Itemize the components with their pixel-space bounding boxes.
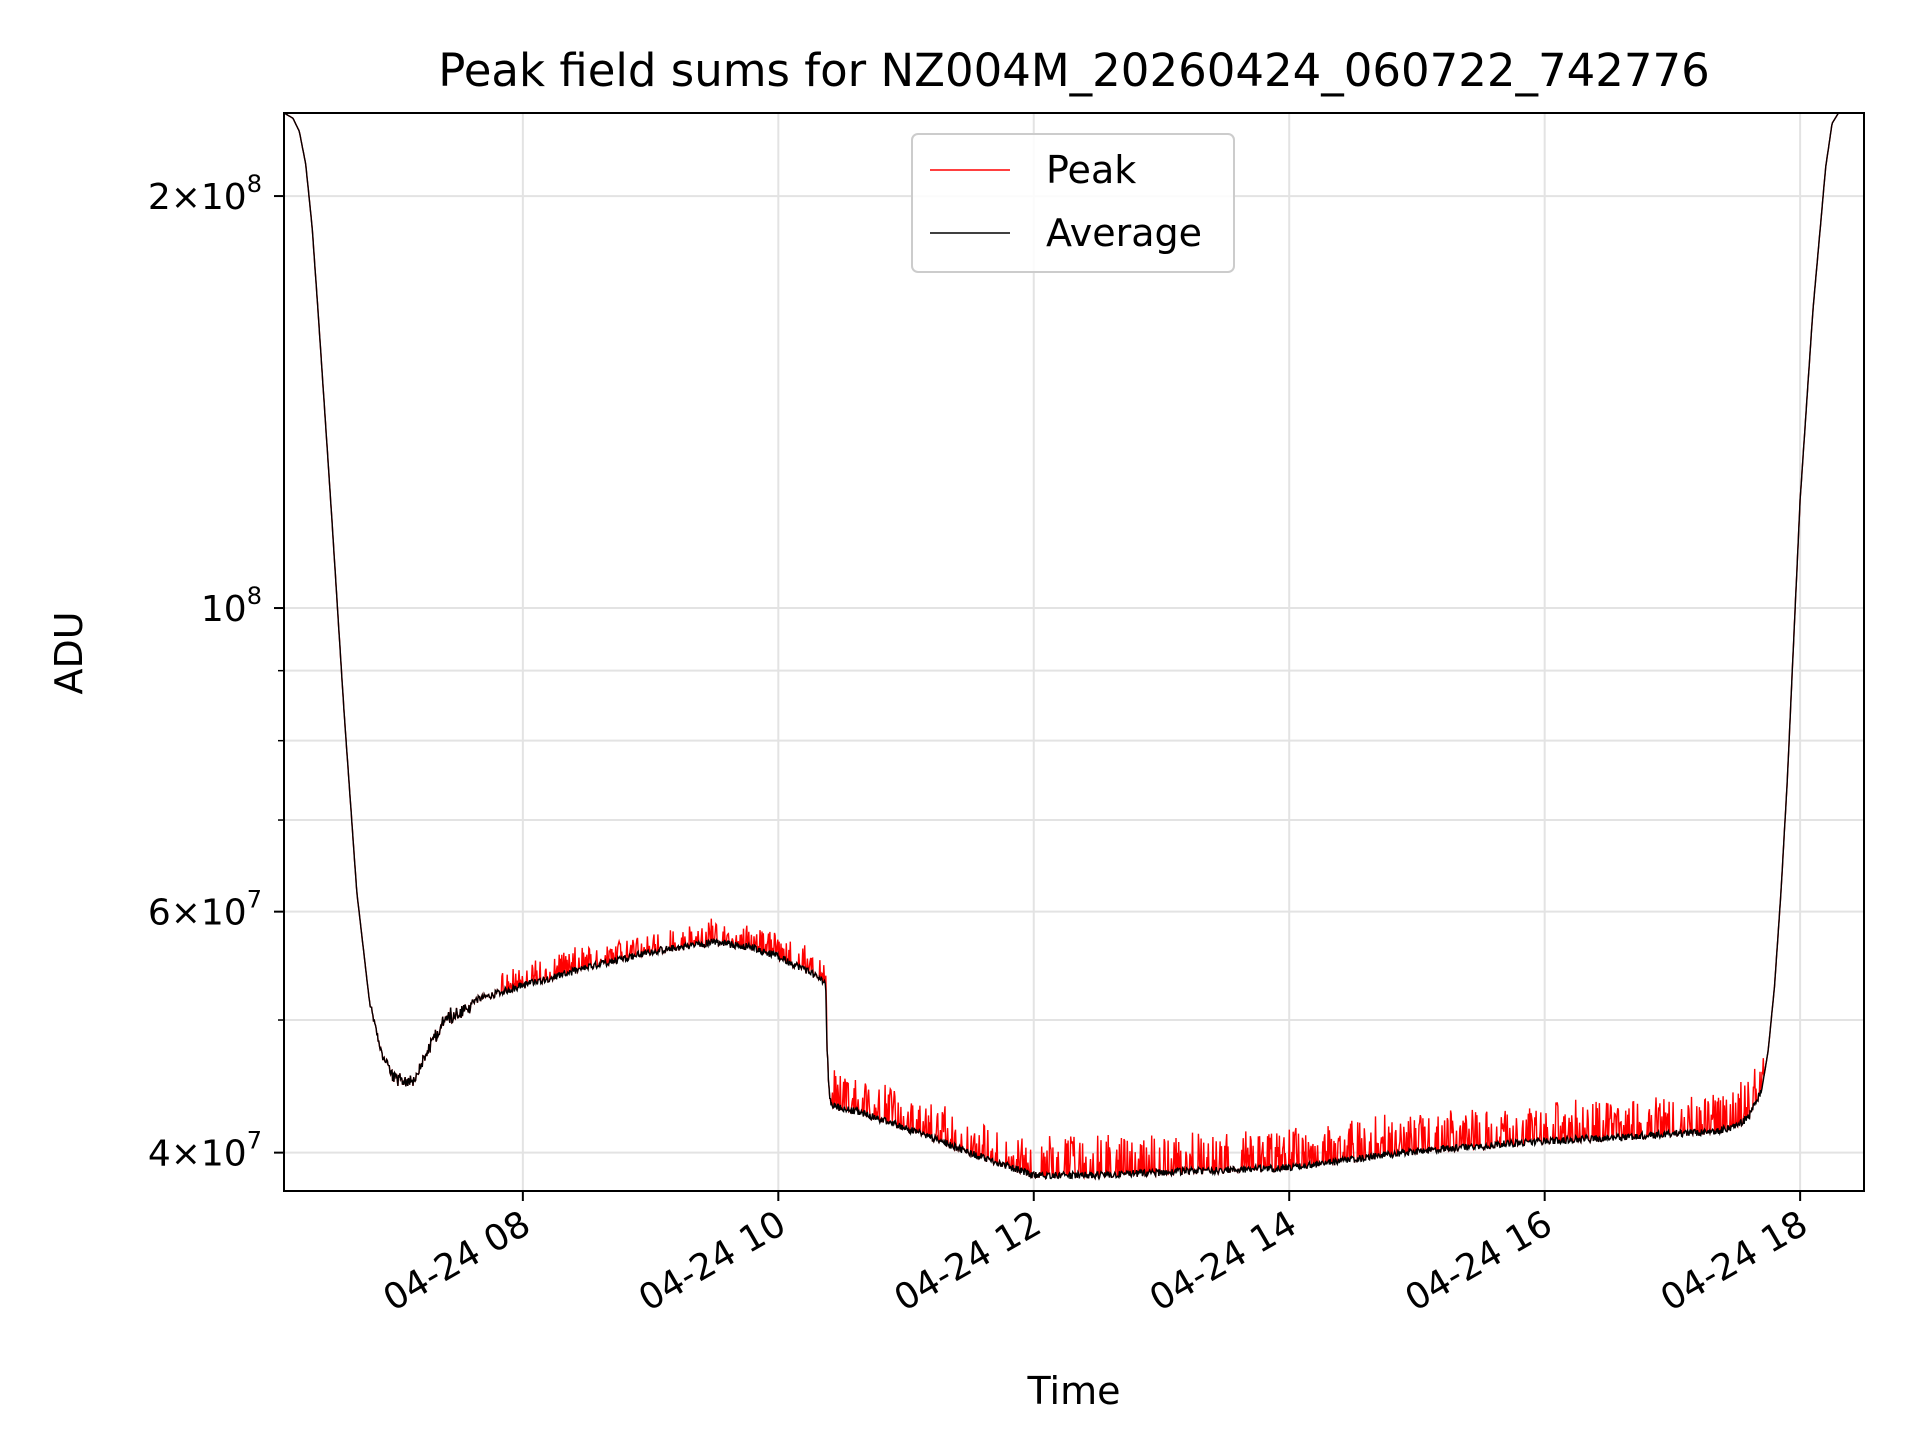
y-tick-label: 108 [201, 582, 262, 630]
y-axis: 4×107 6×107 108 2×108 [148, 170, 284, 1175]
x-axis-label: Time [1027, 1369, 1121, 1413]
average-line [283, 112, 1864, 1181]
legend-box [911, 133, 1235, 273]
series-average [283, 112, 1864, 1181]
plot-frame [283, 112, 1865, 1192]
y-tick-label: 6×107 [148, 886, 262, 934]
y-tick-label: 2×108 [148, 170, 262, 218]
legend-average-label: Average [1046, 211, 1202, 255]
chart-title: Peak field sums for NZ004M_20260424_0607… [438, 44, 1710, 97]
legend-peak-label: Peak [1046, 148, 1136, 192]
y-tick-label: 4×107 [148, 1127, 262, 1175]
y-axis-label: ADU [47, 611, 91, 694]
legend: Peak Average [911, 133, 1235, 273]
